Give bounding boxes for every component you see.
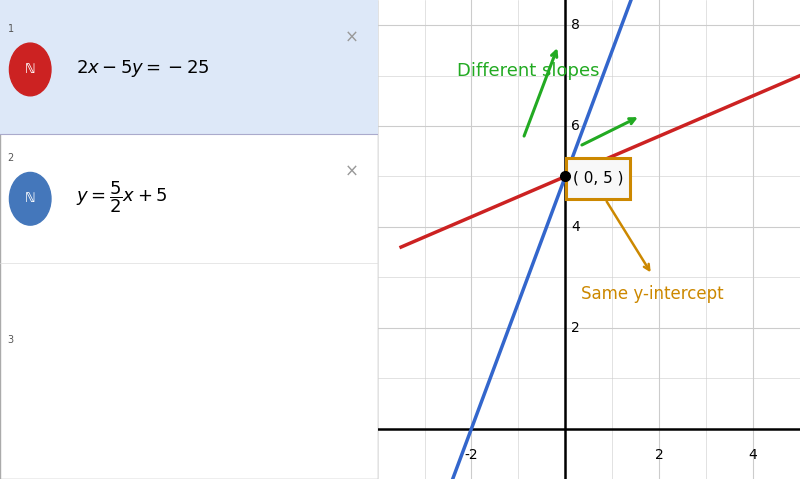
Text: Different slopes: Different slopes — [458, 62, 600, 80]
Text: ℕ: ℕ — [25, 192, 35, 205]
Text: 4: 4 — [749, 448, 758, 462]
Text: ×: × — [345, 163, 358, 181]
Text: $2x - 5y = -25$: $2x - 5y = -25$ — [75, 57, 210, 79]
Text: 8: 8 — [571, 18, 580, 32]
Text: ℕ: ℕ — [25, 63, 35, 76]
Text: ( 0, 5 ): ( 0, 5 ) — [573, 171, 623, 186]
Circle shape — [10, 43, 51, 96]
Text: ×: × — [345, 29, 358, 47]
Text: 6: 6 — [571, 119, 580, 133]
Text: 2: 2 — [7, 153, 14, 163]
Text: 4: 4 — [571, 220, 580, 234]
Text: 2: 2 — [571, 321, 580, 335]
Text: $y = \dfrac{5}{2}x + 5$: $y = \dfrac{5}{2}x + 5$ — [75, 180, 167, 215]
Text: -2: -2 — [465, 448, 478, 462]
Text: 3: 3 — [7, 335, 14, 345]
Text: 2: 2 — [655, 448, 663, 462]
FancyBboxPatch shape — [566, 158, 630, 199]
Text: 1: 1 — [7, 24, 14, 34]
Bar — [0, 0, 378, 134]
Text: Same y-intercept: Same y-intercept — [581, 285, 723, 303]
Circle shape — [10, 172, 51, 225]
